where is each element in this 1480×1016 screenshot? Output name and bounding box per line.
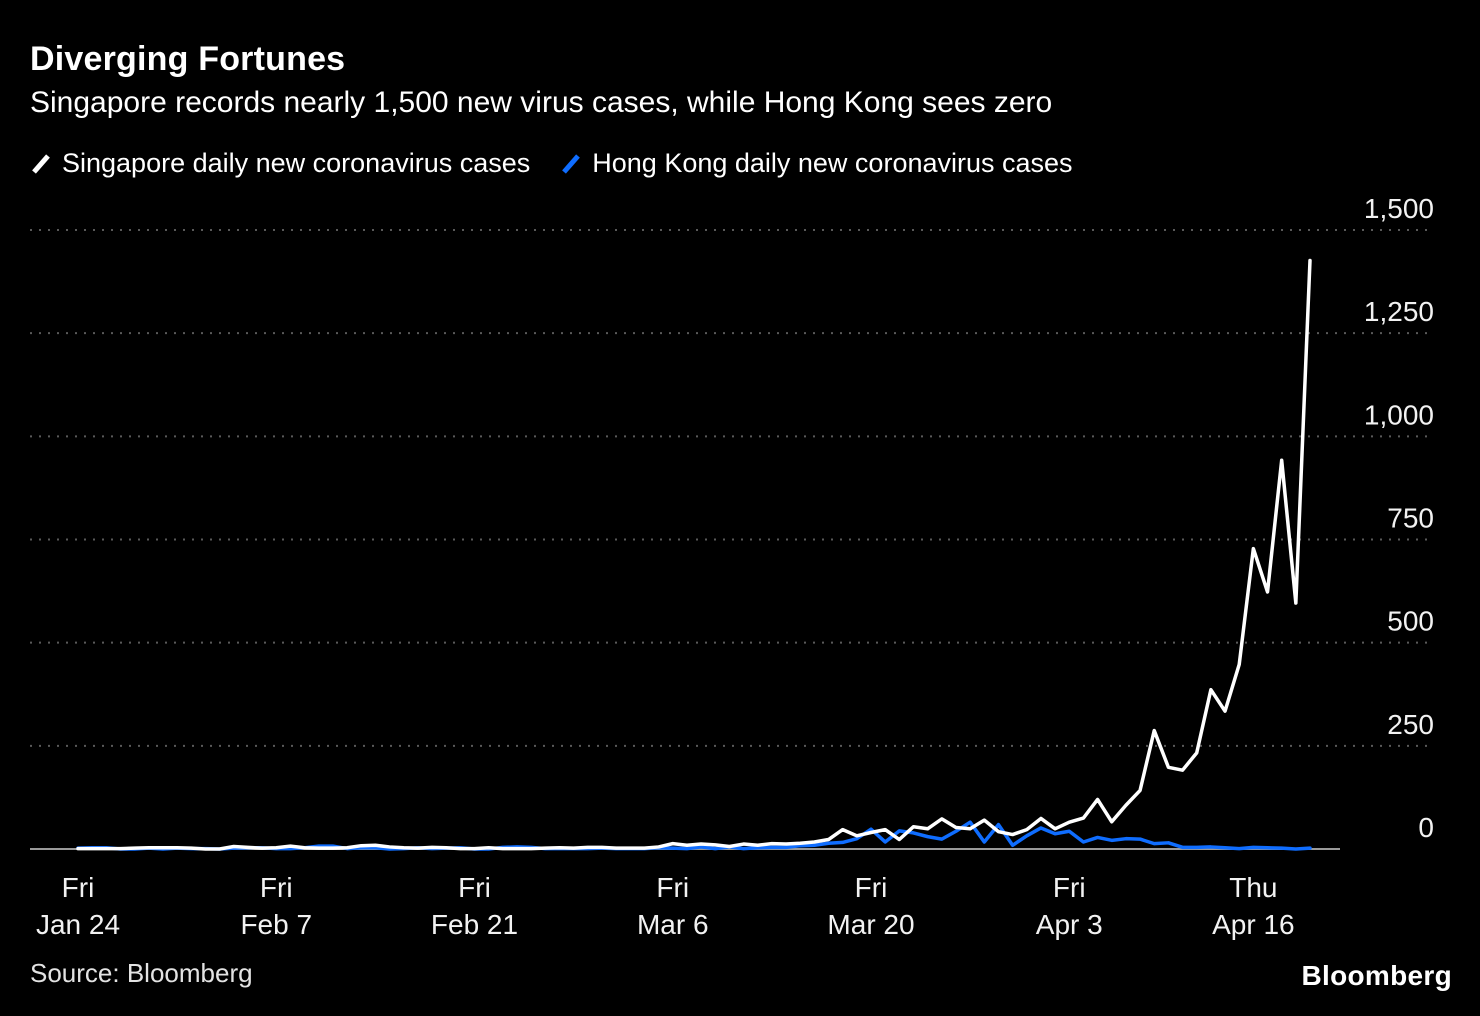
y-tick-label: 750 [1387,503,1434,534]
x-tick-label-date: Apr 3 [1036,909,1103,940]
chart-title: Diverging Fortunes [30,40,346,78]
x-tick-label-weekday: Fri [656,872,689,903]
x-tick-label-weekday: Fri [62,872,95,903]
legend-item-singapore: Singapore daily new coronavirus cases [30,148,530,179]
y-tick-label: 250 [1387,709,1434,740]
x-tick-label-weekday: Fri [458,872,491,903]
y-tick-label: 1,250 [1364,296,1434,327]
singapore-series-line [76,258,1312,851]
hong-kong-slash-icon [562,153,581,174]
y-tick-label: 1,000 [1364,399,1434,430]
source-note: Source: Bloomberg [30,958,253,988]
singapore-slash-icon [32,153,50,174]
x-tick-label-date: Mar 20 [827,909,914,940]
x-tick-label-date: Feb 7 [240,909,312,940]
x-tick-label-date: Jan 24 [36,909,120,940]
x-tick-label-weekday: Fri [260,872,293,903]
legend: Singapore daily new coronavirus cases Ho… [30,148,1073,179]
chart-subtitle: Singapore records nearly 1,500 new virus… [30,86,1053,119]
bloomberg-logo: Bloomberg [1301,960,1452,991]
y-tick-label: 0 [1418,812,1434,843]
x-tick-label-date: Apr 16 [1212,909,1295,940]
legend-item-hong-kong: Hong Kong daily new coronavirus cases [560,148,1073,179]
y-tick-label: 1,500 [1364,193,1434,224]
legend-label-hong-kong: Hong Kong daily new coronavirus cases [592,148,1073,178]
x-tick-label-weekday: Fri [1053,872,1086,903]
legend-label-singapore: Singapore daily new coronavirus cases [62,148,531,178]
x-tick-label-date: Feb 21 [431,909,518,940]
x-tick-label-weekday: Thu [1229,872,1277,903]
hong-kong-series-line [76,820,1312,851]
x-tick-label-weekday: Fri [855,872,888,903]
y-tick-label: 500 [1387,606,1434,637]
x-tick-label-date: Mar 6 [637,909,709,940]
